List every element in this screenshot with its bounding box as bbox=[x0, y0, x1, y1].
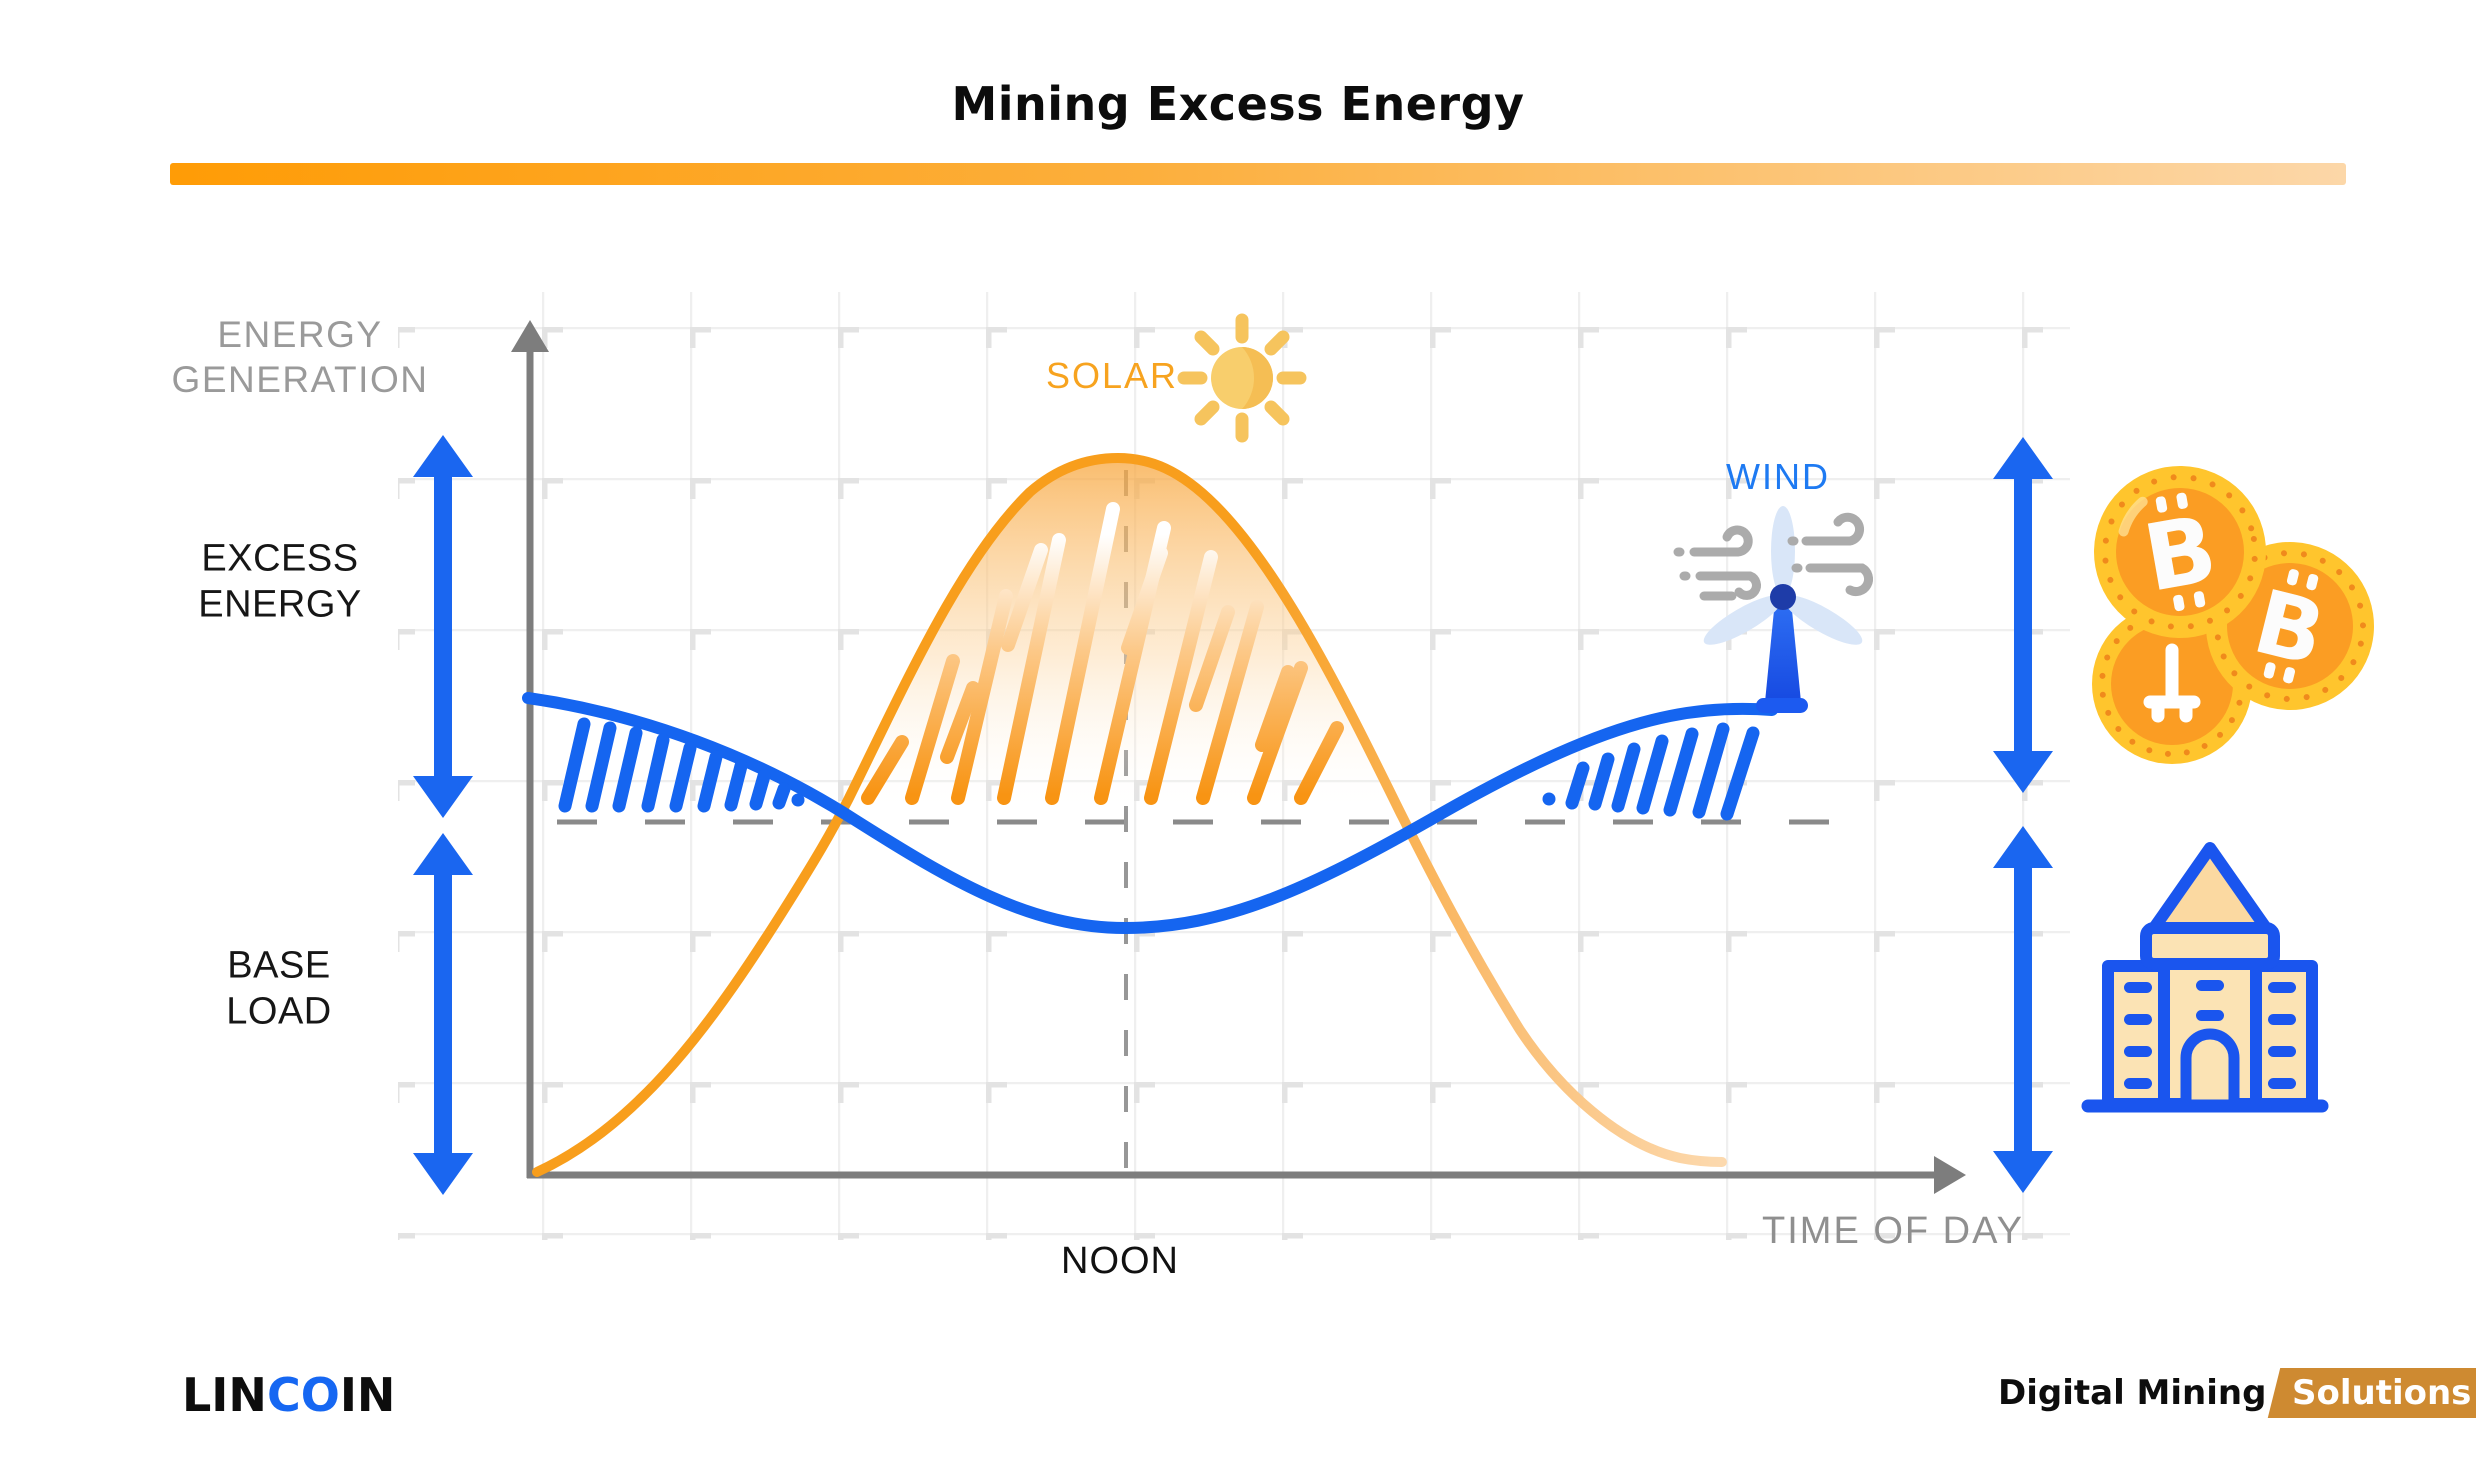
solar-curve bbox=[532, 452, 1727, 1177]
sun-icon bbox=[1177, 313, 1307, 443]
base-load-label: BASE LOAD bbox=[226, 944, 332, 1033]
lincoin-logo: LINCOIN bbox=[182, 1368, 395, 1422]
title-underline-bar bbox=[170, 163, 2346, 185]
bitcoin-coin-front: B bbox=[2094, 466, 2266, 638]
solar-excess-fill bbox=[845, 458, 1398, 812]
lincoin-logo-part1: LIN bbox=[182, 1368, 267, 1422]
lincoin-logo-part3: IN bbox=[339, 1368, 396, 1422]
demand-excess-hatch-left bbox=[558, 717, 805, 813]
x-axis bbox=[527, 1156, 1966, 1194]
y-axis-arrowhead bbox=[511, 320, 549, 352]
demand-curve bbox=[522, 692, 1778, 935]
excess-energy-arrow-left bbox=[413, 435, 473, 818]
x-axis-arrowhead bbox=[1934, 1156, 1966, 1194]
building-icon bbox=[2081, 842, 2329, 1113]
base-load-arrow-left bbox=[413, 833, 473, 1195]
noon-tick-label: NOON bbox=[1061, 1239, 1179, 1282]
wind-gust-icon-right bbox=[1787, 512, 1874, 597]
dms-logo-badge-text: Solutions bbox=[2292, 1373, 2472, 1413]
solar-excess-hatch bbox=[861, 502, 1344, 805]
solar-series-label: SOLAR bbox=[1045, 355, 1179, 397]
wind-gust-icon-left bbox=[1673, 525, 1761, 601]
page-title: Mining Excess Energy bbox=[951, 76, 1525, 131]
excess-energy-arrow-right bbox=[1993, 437, 2053, 793]
y-axis bbox=[511, 320, 549, 1178]
bitcoin-coins-icon: B B bbox=[2092, 466, 2374, 764]
base-load-arrow-right bbox=[1993, 826, 2053, 1193]
x-axis-label: TIME OF DAY bbox=[1762, 1209, 2024, 1252]
digital-mining-solutions-logo: Digital Mining Solutions bbox=[1998, 1368, 2476, 1418]
wind-turbine-icon bbox=[1703, 506, 1863, 713]
dms-logo-badge: Solutions bbox=[2268, 1368, 2476, 1418]
y-axis-label: ENERGY GENERATION bbox=[171, 313, 429, 400]
dms-logo-text: Digital Mining bbox=[1998, 1373, 2267, 1413]
lincoin-logo-part2: CO bbox=[266, 1368, 340, 1422]
excess-energy-label: EXCESS ENERGY bbox=[198, 537, 362, 626]
wind-series-label: WIND bbox=[1726, 456, 1830, 498]
demand-excess-hatch-right bbox=[1542, 722, 1760, 821]
